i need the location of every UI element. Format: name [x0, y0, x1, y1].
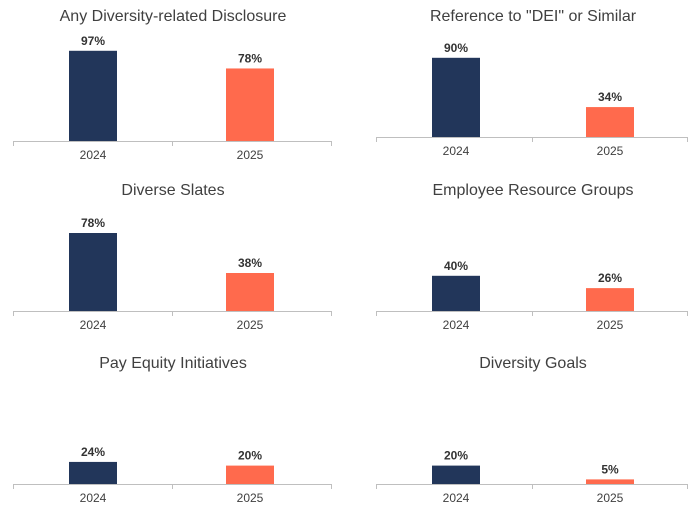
chart-panel: Diversity Goals 20% 2024 5% 2025: [350, 354, 700, 531]
data-label: 97%: [81, 34, 105, 48]
bar-chart: Pay Equity Initiatives 24% 2024 20% 2025: [13, 355, 332, 505]
bar-2024: [69, 461, 117, 484]
bar-2024: [69, 50, 117, 141]
data-label: 78%: [238, 51, 262, 65]
data-label: 38%: [238, 256, 262, 270]
chart-title: Pay Equity Initiatives: [99, 355, 247, 372]
x-tick-label: 2025: [597, 318, 624, 332]
x-tick-label: 2025: [237, 491, 264, 505]
bar-2025: [586, 107, 634, 137]
bar-chart: Diverse Slates 78% 2024 38% 2025: [13, 182, 332, 332]
bar-chart: Reference to "DEI" or Similar 90% 2024 34% 2…: [376, 8, 688, 158]
chart-title: Reference to "DEI" or Similar: [430, 8, 637, 25]
chart-title: Diversity Goals: [479, 355, 587, 372]
chart-panel: Reference to "DEI" or Similar 90% 2024 34% 2…: [350, 0, 700, 177]
bar-chart: Employee Resource Groups 40% 2024 26% 2025: [376, 182, 688, 332]
bar-2025: [226, 68, 274, 141]
chart-panel: Employee Resource Groups 40% 2024 26% 2025: [350, 177, 700, 354]
x-tick-label: 2024: [443, 318, 470, 332]
data-label: 20%: [444, 449, 468, 463]
x-tick-label: 2024: [443, 144, 470, 158]
bar-2025: [586, 479, 634, 484]
bar-2025: [586, 288, 634, 311]
x-tick-label: 2024: [80, 148, 107, 162]
chart-panel: Diverse Slates 78% 2024 38% 2025: [0, 177, 350, 354]
x-tick-label: 2024: [443, 491, 470, 505]
data-label: 20%: [238, 449, 262, 463]
bar-2024: [432, 275, 480, 311]
x-tick-label: 2024: [80, 491, 107, 505]
bar-chart: Diversity Goals 20% 2024 5% 2025: [376, 355, 688, 505]
chart-title: Any Diversity-related Disclosure: [60, 8, 287, 25]
bar-2024: [69, 233, 117, 311]
chart-title: Employee Resource Groups: [433, 182, 634, 199]
chart-panel: Pay Equity Initiatives 24% 2024 20% 2025: [0, 354, 350, 531]
bar-2025: [226, 273, 274, 311]
bar-2024: [432, 465, 480, 484]
chart-panel: Any Diversity-related Disclosure 97% 2024 7…: [0, 0, 350, 177]
data-label: 34%: [598, 90, 622, 104]
data-label: 90%: [444, 41, 468, 55]
data-label: 78%: [81, 216, 105, 230]
data-label: 5%: [601, 462, 619, 476]
chart-title: Diverse Slates: [121, 182, 224, 199]
x-tick-label: 2025: [597, 491, 624, 505]
x-tick-label: 2025: [237, 148, 264, 162]
data-label: 40%: [444, 259, 468, 273]
x-tick-label: 2025: [237, 318, 264, 332]
bar-2025: [226, 465, 274, 484]
bar-chart: Any Diversity-related Disclosure 97% 2024 7…: [13, 8, 332, 162]
data-label: 24%: [81, 445, 105, 459]
x-tick-label: 2024: [80, 318, 107, 332]
data-label: 26%: [598, 271, 622, 285]
x-tick-label: 2025: [597, 144, 624, 158]
bar-2024: [432, 57, 480, 137]
